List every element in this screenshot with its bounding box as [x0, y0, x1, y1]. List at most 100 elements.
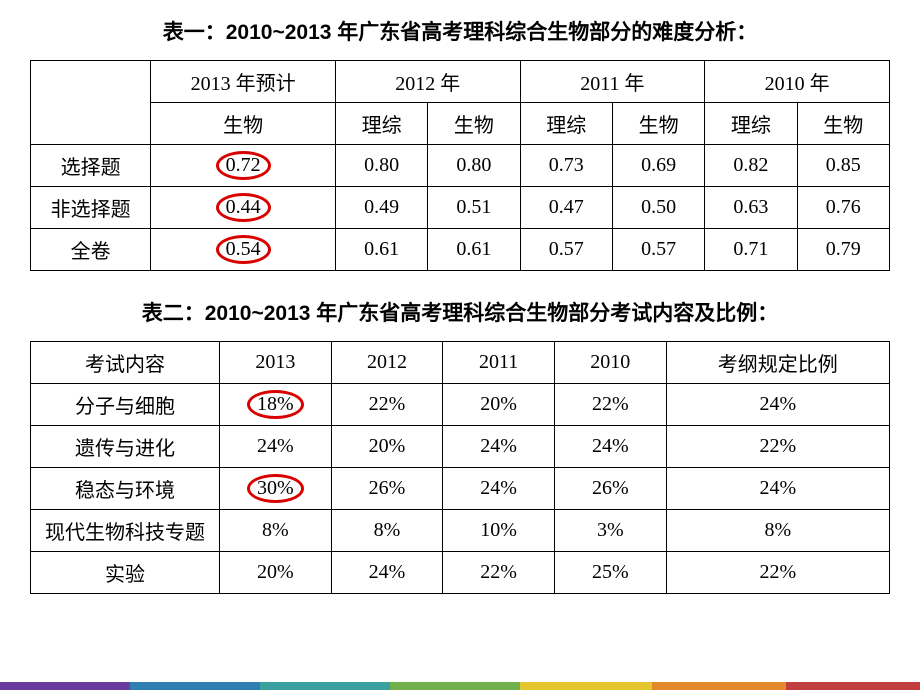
table1-sub-3: 生物 — [428, 103, 520, 145]
table1-title: 表一：2010~2013 年广东省高考理科综合生物部分的难度分析： — [30, 16, 890, 46]
table-row: 选择题0.720.800.800.730.690.820.85 — [31, 145, 890, 187]
cell-value: 8% — [331, 510, 443, 552]
table2-head-2012: 2012 — [331, 342, 443, 384]
cell-value: 0.61 — [335, 229, 427, 271]
cell-value: 24% — [443, 426, 555, 468]
table1-sub-5: 生物 — [612, 103, 704, 145]
table1-header-sub: 生物 理综 生物 理综 生物 理综 生物 — [31, 103, 890, 145]
cell-value: 18% — [219, 384, 331, 426]
circled-value: 0.44 — [222, 196, 265, 219]
cell-value: 0.51 — [428, 187, 520, 229]
table2-head-2011: 2011 — [443, 342, 555, 384]
table1: 2013 年预计 2012 年 2011 年 2010 年 生物 理综 生物 理… — [30, 60, 890, 271]
footer-segment — [130, 682, 260, 690]
circled-value: 30% — [253, 477, 298, 500]
table-row: 全卷0.540.610.610.570.570.710.79 — [31, 229, 890, 271]
cell-value: 24% — [443, 468, 555, 510]
table-row: 分子与细胞18%22%20%22%24% — [31, 384, 890, 426]
footer-segment — [652, 682, 786, 690]
cell-value: 10% — [443, 510, 555, 552]
table-row: 遗传与进化24%20%24%24%22% — [31, 426, 890, 468]
cell-value: 0.79 — [797, 229, 889, 271]
cell-value: 0.85 — [797, 145, 889, 187]
cell-value: 0.80 — [335, 145, 427, 187]
row-label: 实验 — [31, 552, 220, 594]
cell-value: 22% — [331, 384, 443, 426]
cell-value: 0.57 — [520, 229, 612, 271]
cell-value: 0.54 — [151, 229, 336, 271]
cell-value: 0.82 — [705, 145, 797, 187]
circled-value: 0.72 — [222, 154, 265, 177]
cell-value: 20% — [219, 552, 331, 594]
cell-value: 0.73 — [520, 145, 612, 187]
cell-value: 22% — [443, 552, 555, 594]
table1-head-2013: 2013 年预计 — [151, 61, 336, 103]
table1-sub-4: 理综 — [520, 103, 612, 145]
cell-value: 26% — [554, 468, 666, 510]
table2-head-2010: 2010 — [554, 342, 666, 384]
table1-head-2011: 2011 年 — [520, 61, 705, 103]
table-row: 非选择题 0.44 0.490.510.470.500.630.76 — [31, 187, 890, 229]
cell-value: 0.76 — [797, 187, 889, 229]
table2-head-2013: 2013 — [219, 342, 331, 384]
cell-value: 0.44 — [151, 187, 336, 229]
cell-value: 0.63 — [705, 187, 797, 229]
table1-head-2012: 2012 年 — [335, 61, 520, 103]
row-label: 全卷 — [31, 229, 151, 271]
cell-value: 24% — [666, 384, 889, 426]
table1-sub-2: 理综 — [335, 103, 427, 145]
cell-value: 0.47 — [520, 187, 612, 229]
cell-value: 26% — [331, 468, 443, 510]
row-label: 稳态与环境 — [31, 468, 220, 510]
table-row: 现代生物科技专题8%8%10%3%8% — [31, 510, 890, 552]
table2-header: 考试内容 2013 2012 2011 2010 考纲规定比例 — [31, 342, 890, 384]
footer-color-bar — [0, 682, 920, 690]
cell-value: 24% — [219, 426, 331, 468]
footer-segment — [520, 682, 652, 690]
cell-value: 0.57 — [612, 229, 704, 271]
cell-value: 20% — [443, 384, 555, 426]
table1-sub-1: 生物 — [151, 103, 336, 145]
row-label: 分子与细胞 — [31, 384, 220, 426]
circled-value: 18% — [253, 393, 298, 416]
cell-value: 0.80 — [428, 145, 520, 187]
footer-segment — [390, 682, 520, 690]
footer-segment — [260, 682, 390, 690]
table2: 考试内容 2013 2012 2011 2010 考纲规定比例 分子与细胞 18%… — [30, 341, 890, 594]
cell-value: 0.49 — [335, 187, 427, 229]
cell-value: 8% — [666, 510, 889, 552]
cell-value: 22% — [554, 384, 666, 426]
row-label: 非选择题 — [31, 187, 151, 229]
table1-corner — [31, 61, 151, 145]
circled-value: 0.54 — [222, 238, 265, 261]
table-row: 实验20%24%22%25%22% — [31, 552, 890, 594]
table2-title: 表二：2010~2013 年广东省高考理科综合生物部分考试内容及比例： — [30, 297, 890, 327]
footer-segment — [786, 682, 920, 690]
table1-head-2010: 2010 年 — [705, 61, 890, 103]
cell-value: 30% — [219, 468, 331, 510]
table1-sub-6: 理综 — [705, 103, 797, 145]
cell-value: 24% — [554, 426, 666, 468]
cell-value: 22% — [666, 552, 889, 594]
table1-sub-7: 生物 — [797, 103, 889, 145]
cell-value: 0.61 — [428, 229, 520, 271]
cell-value: 0.50 — [612, 187, 704, 229]
cell-value: 20% — [331, 426, 443, 468]
cell-value: 25% — [554, 552, 666, 594]
cell-value: 24% — [666, 468, 889, 510]
cell-value: 24% — [331, 552, 443, 594]
table2-head-spec: 考纲规定比例 — [666, 342, 889, 384]
cell-value: 8% — [219, 510, 331, 552]
cell-value: 3% — [554, 510, 666, 552]
footer-segment — [0, 682, 130, 690]
cell-value: 0.71 — [705, 229, 797, 271]
row-label: 选择题 — [31, 145, 151, 187]
cell-value: 22% — [666, 426, 889, 468]
table-row: 稳态与环境30%26%24%26%24% — [31, 468, 890, 510]
table2-head-content: 考试内容 — [31, 342, 220, 384]
cell-value: 0.72 — [151, 145, 336, 187]
row-label: 遗传与进化 — [31, 426, 220, 468]
cell-value: 0.69 — [612, 145, 704, 187]
row-label: 现代生物科技专题 — [31, 510, 220, 552]
table1-header-top: 2013 年预计 2012 年 2011 年 2010 年 — [31, 61, 890, 103]
